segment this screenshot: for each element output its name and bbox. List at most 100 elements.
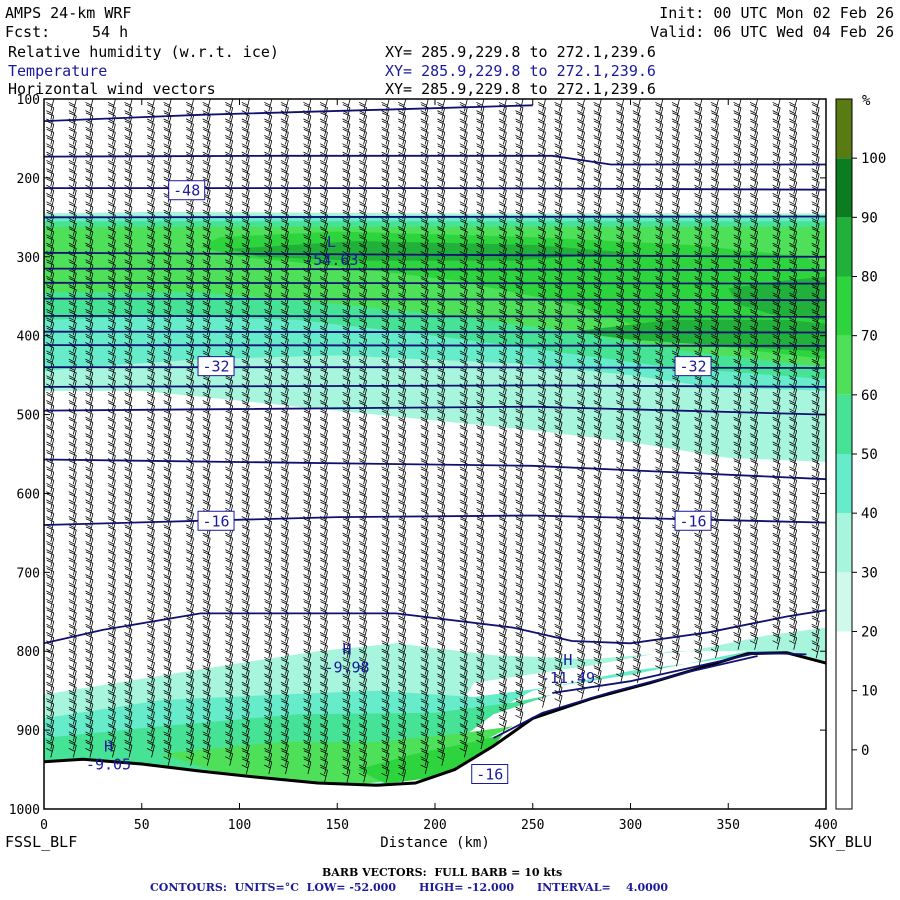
colorbar-segment	[836, 158, 852, 218]
wind-barb-stroke	[85, 99, 94, 758]
wind-barb-column	[107, 99, 116, 758]
isotherm-3	[44, 215, 826, 219]
wind-barb-stroke	[655, 99, 664, 675]
wind-barb-column	[554, 99, 563, 708]
wind-barb-stroke	[459, 99, 468, 758]
wind-barb-column	[124, 99, 133, 758]
x-tick-label: 200	[423, 818, 446, 833]
wind-barb-column	[576, 99, 585, 700]
isotherm-label: -16	[202, 512, 229, 530]
colorbar-segment	[836, 572, 852, 632]
y-tick-label: 100	[17, 93, 40, 108]
isotherm-2	[44, 187, 826, 191]
colorbar-segment	[836, 217, 852, 277]
colorbar-segment	[836, 513, 852, 573]
extremum-value: -9.98	[324, 659, 369, 677]
wind-barb-column	[655, 99, 664, 675]
wind-barb-stroke	[146, 99, 155, 758]
x-axis-label: Distance (km)	[380, 835, 490, 851]
isotherm-label-box	[197, 356, 235, 377]
isotherm-label: -48	[173, 182, 200, 200]
wind-barb-column	[632, 99, 641, 683]
isotherm-6	[44, 281, 826, 285]
y-tick-label: 900	[17, 724, 40, 739]
wind-barb-stroke	[811, 99, 820, 659]
isotherm-13	[44, 405, 826, 416]
wind-barb-stroke	[632, 99, 641, 683]
isotherm-label-box	[168, 180, 206, 201]
field-temp-name: Temperature	[8, 62, 108, 80]
isotherm-label-box	[197, 510, 235, 531]
wind-barb-stroke	[616, 99, 625, 683]
wind-barb-stroke	[124, 99, 133, 758]
field-temp-xy: XY= 285.9,229.8 to 272.1,239.6	[385, 62, 656, 80]
wind-barb-column	[811, 99, 820, 659]
left-endpoint-label: FSSL_BLF	[5, 833, 77, 851]
colorbar-tick-label: 90	[861, 210, 878, 226]
x-tick-label: 0	[40, 818, 48, 833]
isotherm-18	[493, 655, 758, 739]
forecast-label: Fcst:	[5, 23, 51, 41]
isotherm-label: -32	[680, 358, 707, 376]
wind-barb-column	[46, 99, 55, 758]
isotherm-12	[44, 384, 826, 388]
y-tick-label: 700	[17, 566, 40, 581]
isotherm-label-box	[674, 356, 712, 377]
isotherm-label: -16	[680, 512, 707, 530]
colorbar-segment	[836, 631, 852, 691]
colorbar-tick-label: 40	[861, 506, 878, 522]
init-time: Init: 00 UTC Mon 02 Feb 26	[659, 4, 894, 22]
field-wind-xy: XY= 285.9,229.8 to 272.1,239.6	[385, 80, 656, 98]
wind-barb-stroke	[185, 99, 194, 766]
y-tick-label: 400	[17, 330, 40, 345]
colorbar-tick-label: 60	[861, 388, 878, 404]
extremum-kind: H	[104, 738, 113, 756]
wind-barb-stroke	[107, 99, 116, 758]
colorbar-segment	[836, 749, 852, 809]
colorbar-segment	[836, 335, 852, 395]
colorbar-tick-label: 30	[861, 565, 878, 581]
x-tick-label: 250	[521, 818, 544, 833]
isotherm-9	[44, 330, 826, 334]
wind-barb-stroke	[772, 99, 781, 650]
colorbar-segment	[836, 276, 852, 336]
field-rh-name: Relative humidity (w.r.t. ice)	[8, 43, 279, 61]
wind-barb-stroke	[576, 99, 585, 700]
colorbar-tick-label: 100	[861, 151, 886, 167]
extremum-value: -11.49	[541, 669, 595, 687]
isotherm-17	[552, 651, 807, 694]
extremum-value: -54.63	[304, 251, 358, 269]
field-wind-name: Horizontal wind vectors	[8, 80, 216, 98]
colorbar-segment	[836, 690, 852, 750]
y-tick-label: 1000	[9, 803, 40, 818]
wind-barb-column	[459, 99, 468, 758]
wind-barb-stroke	[46, 99, 55, 758]
contour-info: CONTOURS: UNITS=°C LOW= -52.000 HIGH= -1…	[150, 881, 669, 894]
wind-barb-column	[85, 99, 94, 758]
wind-barb-column	[789, 99, 798, 650]
extremum-value: -9.05	[86, 756, 131, 774]
colorbar-tick-label: 0	[861, 743, 869, 759]
isotherm-4	[44, 251, 826, 258]
isotherm-label: -32	[202, 358, 229, 376]
isotherm-label-box	[674, 510, 712, 531]
field-rh-xy: XY= 285.9,229.8 to 272.1,239.6	[385, 43, 656, 61]
extremum-kind: H	[563, 651, 572, 669]
colorbar-unit: %	[862, 93, 871, 109]
model-title: AMPS 24-km WRF	[5, 4, 132, 22]
isotherm-7	[44, 297, 826, 302]
isotherm-0	[44, 104, 533, 122]
isotherm-14	[44, 458, 826, 481]
isotherm-label: -16	[476, 766, 503, 784]
x-tick-label: 150	[326, 818, 349, 833]
colorbar-tick-label: 10	[861, 684, 878, 700]
isotherm-1	[44, 154, 826, 166]
colorbar-tick-label: 70	[861, 329, 878, 345]
wind-barb-column	[146, 99, 155, 758]
colorbar-tick-label: 80	[861, 270, 878, 286]
wind-barb-column	[772, 99, 781, 650]
wind-barb-column	[185, 99, 194, 766]
y-tick-label: 300	[17, 251, 40, 266]
y-tick-label: 200	[17, 172, 40, 187]
terrain-mask	[44, 652, 826, 809]
